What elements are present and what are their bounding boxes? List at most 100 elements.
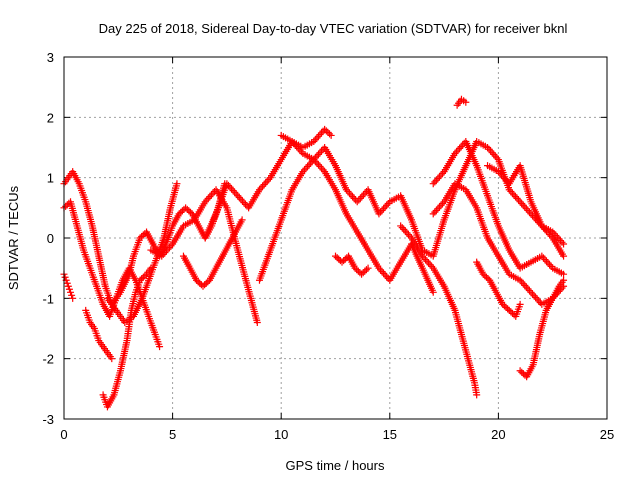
data-point <box>319 166 327 174</box>
data-point <box>259 182 267 190</box>
data-point <box>421 256 429 264</box>
data-point <box>529 290 537 298</box>
data-point <box>294 144 302 152</box>
data-point <box>509 309 517 317</box>
data-point <box>439 200 447 208</box>
data-point <box>238 197 246 205</box>
data-point <box>544 259 552 267</box>
y-tick-label: 0 <box>47 231 54 246</box>
series-arc-5 <box>99 264 155 411</box>
data-point <box>359 269 367 277</box>
data-point <box>522 205 530 213</box>
data-point <box>376 208 384 216</box>
data-point <box>350 194 358 202</box>
series-arc-4 <box>82 306 116 363</box>
data-point <box>139 231 147 239</box>
data-point <box>340 257 348 265</box>
data-point <box>437 171 445 179</box>
data-point <box>453 148 461 156</box>
data-point <box>423 257 431 265</box>
data-point <box>425 259 433 267</box>
data-point <box>519 201 527 209</box>
data-point <box>344 187 352 195</box>
data-point <box>177 208 185 216</box>
data-point <box>401 227 409 235</box>
data-point <box>383 201 391 209</box>
data-point <box>403 229 411 237</box>
data-point <box>434 175 442 183</box>
data-point <box>253 318 261 326</box>
series-arc-12 <box>332 252 372 278</box>
data-point <box>207 191 215 199</box>
data-point <box>375 210 383 218</box>
y-tick-label: 1 <box>47 171 54 186</box>
data-point <box>541 256 549 264</box>
data-point <box>376 266 384 274</box>
data-point <box>420 254 428 262</box>
data-point <box>314 161 322 169</box>
data-point <box>333 254 341 262</box>
data-point <box>496 169 504 177</box>
data-point <box>508 189 516 197</box>
data-point <box>397 222 405 230</box>
data-point <box>187 208 195 216</box>
data-point <box>63 279 71 287</box>
data-point <box>482 273 490 281</box>
data-point <box>560 270 568 278</box>
data-point <box>178 207 186 215</box>
data-point <box>498 171 506 179</box>
data-point <box>398 224 406 232</box>
data-point <box>234 192 242 200</box>
data-point <box>138 275 146 283</box>
data-point <box>229 187 237 195</box>
data-point <box>518 368 526 376</box>
data-point <box>429 210 437 218</box>
data-point <box>451 150 459 158</box>
data-point <box>535 297 543 305</box>
data-point <box>305 161 313 169</box>
data-point <box>173 180 181 188</box>
data-point <box>265 175 273 183</box>
data-point <box>560 240 568 248</box>
data-point <box>560 276 568 284</box>
data-point <box>313 159 321 167</box>
data-point <box>238 216 246 224</box>
data-point <box>538 252 546 260</box>
data-point <box>435 203 443 211</box>
data-point <box>539 254 547 262</box>
data-point <box>375 264 383 272</box>
data-point <box>493 154 501 162</box>
x-tick-label: 10 <box>274 427 288 442</box>
data-point <box>297 148 305 156</box>
data-point <box>304 162 312 170</box>
data-point <box>518 278 526 286</box>
data-point <box>432 176 440 184</box>
data-point <box>314 150 322 158</box>
data-point <box>499 173 507 181</box>
data-point <box>479 270 487 278</box>
series-arc-16 <box>453 95 470 109</box>
data-point <box>358 270 366 278</box>
data-point <box>439 169 447 177</box>
data-point <box>429 288 437 296</box>
data-point <box>296 146 304 154</box>
data-point <box>138 232 146 240</box>
series-arc-19 <box>473 258 524 320</box>
data-point <box>182 204 190 212</box>
x-axis-label: GPS time / hours <box>286 458 385 473</box>
data-point <box>67 288 75 296</box>
data-point <box>69 294 77 302</box>
data-point <box>432 206 440 214</box>
series-arc-15 <box>429 137 568 278</box>
data-point <box>381 203 389 211</box>
data-point <box>356 194 364 202</box>
data-point <box>527 288 535 296</box>
data-point <box>167 242 175 250</box>
data-point <box>400 225 408 233</box>
x-tick-label: 5 <box>169 427 176 442</box>
y-tick-label: 2 <box>47 110 54 125</box>
data-point <box>380 205 388 213</box>
data-point <box>136 276 144 284</box>
data-point <box>454 146 462 154</box>
data-point <box>341 255 349 263</box>
